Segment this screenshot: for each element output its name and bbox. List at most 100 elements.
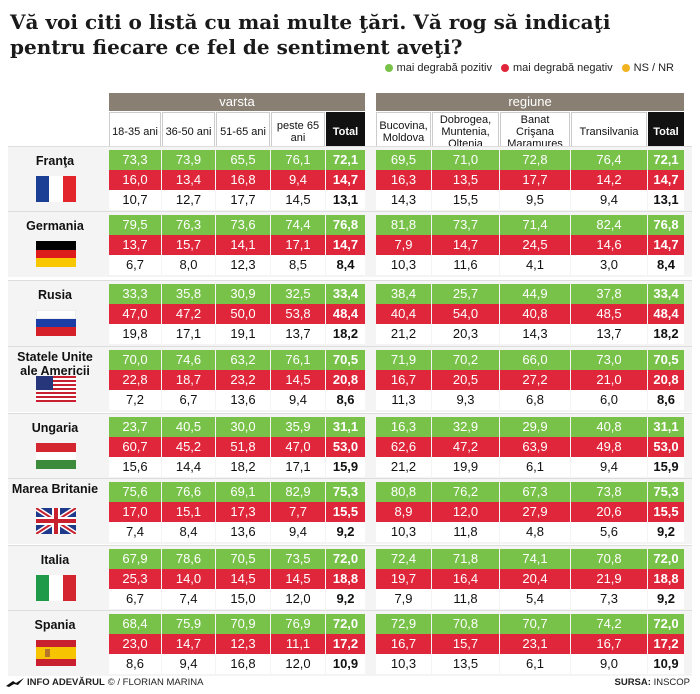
data-cell: 14,5 [271,190,325,210]
data-cell: 71,0 [432,150,499,170]
data-cell: 13,1 [648,190,684,210]
data-cell: 15,9 [648,457,684,477]
data-cell: 15,1 [162,502,215,522]
data-cell: 14,5 [271,569,325,589]
data-cell: 32,9 [432,417,499,437]
data-cell: 29,9 [500,417,570,437]
data-cell: 12,3 [216,634,270,654]
country-label: Spania [34,618,76,632]
data-cell: 8,6 [326,390,365,410]
data-cell: 67,3 [500,482,570,502]
data-cell: 5,6 [571,522,647,542]
data-cell: 73,3 [109,150,161,170]
data-cell: 72,4 [376,549,431,569]
data-cell: 15,7 [432,634,499,654]
data-cell: 8,6 [648,390,684,410]
data-cell: 19,9 [432,457,499,477]
data-cell: 17,3 [216,502,270,522]
data-cell: 37,8 [571,284,647,304]
data-cell: 20,6 [571,502,647,522]
data-cell: 71,4 [500,215,570,235]
data-cell: 40,8 [500,304,570,324]
data-cell: 31,1 [326,417,365,437]
data-cell: 73,9 [162,150,215,170]
data-cell: 70,5 [648,350,684,370]
data-cell: 16,7 [571,634,647,654]
data-cell: 16,3 [376,417,431,437]
data-cell: 62,6 [376,437,431,457]
data-cell: 14,7 [326,170,365,190]
data-cell: 10,9 [648,654,684,674]
data-cell: 72,0 [648,614,684,634]
data-cell: 9,4 [571,190,647,210]
data-cell: 7,9 [376,235,431,255]
data-cell: 11,1 [271,634,325,654]
data-cell: 70,5 [326,350,365,370]
data-cell: 10,9 [326,654,365,674]
data-cell: 17,2 [648,634,684,654]
data-cell: 70,0 [109,350,161,370]
data-cell: 7,2 [109,390,161,410]
data-cell: 9,4 [571,457,647,477]
data-cell: 9,5 [500,190,570,210]
flag-uk-icon [36,508,76,534]
footer-source-label: SURSA: [614,677,651,688]
data-cell: 7,3 [571,589,647,609]
legend-ns: NS / NR [621,62,674,74]
flag-italy-icon [36,575,76,601]
legend-negative: mai degrabă negativ [500,62,613,74]
data-cell: 70,8 [432,614,499,634]
data-cell: 47,0 [271,437,325,457]
data-cell: 13,6 [216,390,270,410]
data-cell: 13,5 [432,654,499,674]
data-cell: 12,0 [271,589,325,609]
data-cell: 14,4 [162,457,215,477]
data-cell: 19,7 [376,569,431,589]
data-cell: 4,8 [500,522,570,542]
data-cell: 15,6 [109,457,161,477]
data-cell: 54,0 [432,304,499,324]
country-label: Statele Unite ale Americii [17,350,93,378]
country-label: Marea Britanie [11,482,99,496]
data-cell: 48,4 [648,304,684,324]
data-cell: 45,2 [162,437,215,457]
legend: mai degrabă pozitiv mai degrabă negativ … [384,62,674,74]
data-cell: 71,8 [432,549,499,569]
data-cell: 17,1 [271,457,325,477]
country-label: Ungaria [31,421,79,435]
data-cell: 9,2 [326,522,365,542]
data-cell: 27,9 [500,502,570,522]
data-cell: 80,8 [376,482,431,502]
data-cell: 8,4 [648,255,684,275]
data-cell: 76,6 [162,482,215,502]
data-cell: 20,8 [326,370,365,390]
data-cell: 12,0 [432,502,499,522]
data-cell: 4,1 [500,255,570,275]
column-header: Bucovina, Moldova [376,112,431,152]
data-cell: 6,7 [162,390,215,410]
data-cell: 21,0 [571,370,647,390]
data-cell: 9,4 [162,654,215,674]
data-cell: 13,1 [326,190,365,210]
data-cell: 17,1 [271,235,325,255]
data-cell: 9,4 [271,170,325,190]
data-cell: 76,4 [571,150,647,170]
data-cell: 8,0 [162,255,215,275]
data-cell: 10,3 [376,522,431,542]
data-cell: 35,8 [162,284,215,304]
data-cell: 30,0 [216,417,270,437]
data-cell: 76,2 [432,482,499,502]
data-cell: 7,9 [376,589,431,609]
data-cell: 73,7 [432,215,499,235]
data-cell: 74,6 [162,350,215,370]
data-cell: 75,6 [109,482,161,502]
data-cell: 75,3 [326,482,365,502]
data-cell: 15,5 [432,190,499,210]
data-cell: 20,4 [500,569,570,589]
data-cell: 69,5 [376,150,431,170]
data-cell: 74,2 [571,614,647,634]
data-cell: 66,0 [500,350,570,370]
data-cell: 6,8 [500,390,570,410]
data-cell: 78,6 [162,549,215,569]
